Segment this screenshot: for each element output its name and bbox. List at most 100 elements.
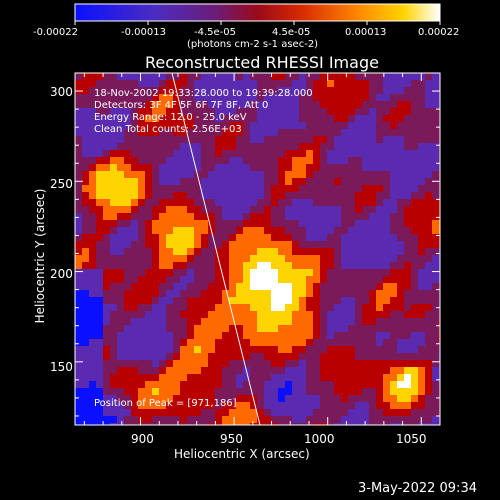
heatmap-cell (187, 297, 194, 304)
heatmap-cell (425, 374, 432, 381)
heatmap-cell (285, 262, 292, 269)
heatmap-cell (425, 136, 432, 143)
image-title: Reconstructed RHESSI Image (145, 53, 379, 72)
heatmap-cell (348, 94, 355, 101)
heatmap-cell (292, 157, 299, 164)
heatmap-cell (124, 381, 131, 388)
heatmap-cell (201, 185, 208, 192)
heatmap-cell (355, 290, 362, 297)
heatmap-cell (208, 346, 215, 353)
heatmap-cell (376, 297, 383, 304)
heatmap-cell (243, 332, 250, 339)
heatmap-cell (327, 192, 334, 199)
heatmap-cell (250, 157, 257, 164)
heatmap-cell (278, 80, 285, 87)
heatmap-cell (138, 220, 145, 227)
heatmap-cell (103, 423, 110, 425)
heatmap-cell (159, 192, 166, 199)
heatmap-cell (271, 171, 278, 178)
heatmap-cell (306, 360, 313, 367)
heatmap-cell (320, 241, 327, 248)
heatmap-cell (82, 164, 89, 171)
heatmap-cell (334, 381, 341, 388)
heatmap-cell (411, 360, 418, 367)
heatmap-cell (320, 374, 327, 381)
heatmap-cell (376, 143, 383, 150)
heatmap-cell (383, 346, 390, 353)
heatmap-cell (341, 262, 348, 269)
heatmap-cell (299, 143, 306, 150)
heatmap-cell (327, 220, 334, 227)
heatmap-cell (355, 199, 362, 206)
heatmap-cell (292, 297, 299, 304)
heatmap-cell (243, 423, 250, 425)
heatmap-cell (257, 395, 264, 402)
heatmap-cell (75, 262, 82, 269)
heatmap-cell (425, 318, 432, 325)
heatmap-cell (215, 157, 222, 164)
heatmap-cell (362, 122, 369, 129)
heatmap-cell (75, 192, 82, 199)
heatmap-cell (110, 395, 117, 402)
heatmap-cell (152, 360, 159, 367)
heatmap-cell (201, 416, 208, 423)
peak-position-label: Position of Peak = [971,186] (94, 398, 237, 409)
heatmap-cell (187, 339, 194, 346)
heatmap-cell (320, 353, 327, 360)
heatmap-cell (117, 283, 124, 290)
heatmap-cell (292, 129, 299, 136)
heatmap-cell (117, 115, 124, 122)
heatmap-cell (278, 423, 285, 425)
heatmap-cell (278, 157, 285, 164)
heatmap-cell (229, 304, 236, 311)
heatmap-cell (334, 318, 341, 325)
heatmap-cell (355, 346, 362, 353)
heatmap-cell (82, 199, 89, 206)
heatmap-cell (250, 164, 257, 171)
heatmap-cell (362, 409, 369, 416)
heatmap-cell (432, 339, 439, 346)
heatmap-cell (229, 108, 236, 115)
heatmap-cell (306, 339, 313, 346)
heatmap-cell (75, 136, 82, 143)
heatmap-cell (334, 339, 341, 346)
heatmap-cell (362, 206, 369, 213)
heatmap-cell (348, 73, 355, 80)
heatmap-cell (82, 318, 89, 325)
heatmap-cell (404, 122, 411, 129)
heatmap-cell (257, 220, 264, 227)
heatmap-cell (250, 283, 257, 290)
heatmap-cell (362, 143, 369, 150)
heatmap-cell (110, 178, 117, 185)
heatmap-cell (313, 241, 320, 248)
heatmap-cell (166, 283, 173, 290)
heatmap-cell (243, 241, 250, 248)
heatmap-cell (348, 185, 355, 192)
heatmap-cell (334, 402, 341, 409)
heatmap-cell (145, 297, 152, 304)
heatmap-cell (271, 269, 278, 276)
heatmap-cell (103, 367, 110, 374)
heatmap-cell (215, 346, 222, 353)
heatmap-cell (145, 220, 152, 227)
heatmap-cell (194, 255, 201, 262)
heatmap-cell (243, 73, 250, 80)
heatmap-cell (383, 115, 390, 122)
heatmap-cell (418, 339, 425, 346)
heatmap-cell (250, 311, 257, 318)
heatmap-cell (271, 416, 278, 423)
heatmap-cell (75, 213, 82, 220)
heatmap-cell (138, 311, 145, 318)
heatmap-cell (138, 192, 145, 199)
heatmap-cell (152, 157, 159, 164)
heatmap-cell (341, 199, 348, 206)
heatmap-cell (89, 248, 96, 255)
heatmap-cell (173, 353, 180, 360)
heatmap-cell (75, 360, 82, 367)
heatmap-cell (418, 304, 425, 311)
heatmap-cell (334, 374, 341, 381)
heatmap-cell (278, 73, 285, 80)
heatmap-cell (341, 395, 348, 402)
heatmap-cell (96, 332, 103, 339)
heatmap-cell (432, 346, 439, 353)
